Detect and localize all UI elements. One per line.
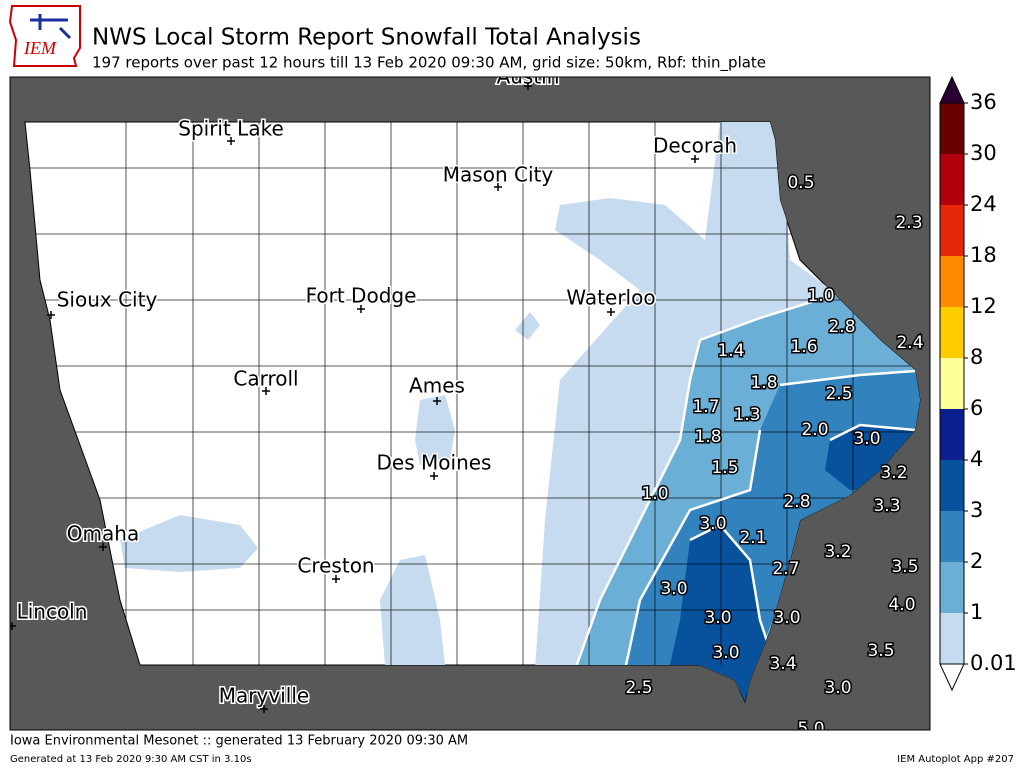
colorbar-frame xyxy=(939,103,965,664)
city-label: Omaha xyxy=(67,522,139,546)
report-value: 3.0 xyxy=(660,579,687,599)
report-value: 1.4 xyxy=(717,341,744,361)
colorbar-tick-label: 0.01 xyxy=(970,651,1017,675)
report-value: 2.0 xyxy=(801,420,828,440)
report-value: 1.8 xyxy=(694,427,721,447)
colorbar-segment xyxy=(940,154,964,205)
report-value: 2.1 xyxy=(739,528,766,548)
colorbar-tick-label: 30 xyxy=(970,141,997,165)
city-label: Creston xyxy=(297,554,374,578)
footer-left: Iowa Environmental Mesonet :: generated … xyxy=(10,734,468,749)
report-value: 4.0 xyxy=(888,595,915,615)
report-value: 2.4 xyxy=(896,333,923,353)
colorbar-segment xyxy=(940,613,964,664)
report-value: 3.4 xyxy=(769,654,796,674)
colorbar-segment xyxy=(940,358,964,409)
report-value: 5.0 xyxy=(797,719,824,739)
city-label: Carroll xyxy=(233,367,298,391)
report-value: 1.6 xyxy=(790,337,817,357)
city-label: Des Moines xyxy=(377,451,492,475)
logo: IEM xyxy=(8,5,81,67)
colorbar-segment xyxy=(940,409,964,460)
report-value: 1.0 xyxy=(641,484,668,504)
footer-bottom-left: Generated at 13 Feb 2020 9:30 AM CST in … xyxy=(10,754,252,765)
subtitle: 197 reports over past 12 hours till 13 F… xyxy=(92,54,766,73)
colorbar-segment xyxy=(940,205,964,256)
city-label: Mason City xyxy=(443,163,554,187)
report-value: 2.5 xyxy=(825,384,852,404)
map-frame xyxy=(9,76,931,731)
colorbar-segment xyxy=(940,562,964,613)
report-value: 3.0 xyxy=(853,429,880,449)
report-value: 2.7 xyxy=(772,559,799,579)
colorbar-tick-label: 36 xyxy=(970,90,997,114)
colorbar-tick-label: 24 xyxy=(970,192,997,216)
report-value: 1.5 xyxy=(711,458,738,478)
city-label: Sioux City xyxy=(57,288,158,312)
city-label: Fort Dodge xyxy=(306,284,417,308)
colorbar-segment xyxy=(940,307,964,358)
report-value: 3.0 xyxy=(704,608,731,628)
report-value: 3.0 xyxy=(824,678,851,698)
colorbar-tick-label: 2 xyxy=(970,549,983,573)
logo-text: IEM xyxy=(23,38,57,58)
city-label: Ames xyxy=(409,374,465,398)
colorbar-under xyxy=(939,663,965,692)
report-value: 3.3 xyxy=(873,496,900,516)
colorbar-tick-label: 4 xyxy=(970,447,983,471)
city-label: Decorah xyxy=(653,134,737,158)
report-value: 1.3 xyxy=(733,405,760,425)
report-value: 2.5 xyxy=(625,678,652,698)
colorbar-tick-label: 6 xyxy=(970,396,983,420)
colorbar-segment xyxy=(940,103,964,154)
footer-bottom-right: IEM Autoplot App #207 xyxy=(897,754,1014,765)
colorbar-tick-label: 12 xyxy=(970,294,997,318)
map: Austin Spirit Lake Decorah Mason City Si… xyxy=(10,77,930,739)
report-value: 3.0 xyxy=(699,514,726,534)
report-value: 3.0 xyxy=(773,608,800,628)
report-value: 1.8 xyxy=(750,373,777,393)
city-label: Maryville xyxy=(219,684,309,708)
reports: 0.5 2.3 1.0 2.8 2.4 1.4 1.6 1.8 2.5 1.7 … xyxy=(624,172,925,739)
colorbar-tick-label: 8 xyxy=(970,345,983,369)
report-value: 1.0 xyxy=(807,286,834,306)
cities: Austin Spirit Lake Decorah Mason City Si… xyxy=(10,77,739,713)
report-value: 3.5 xyxy=(867,641,894,661)
city-label: Waterloo xyxy=(566,286,655,310)
report-value: 2.3 xyxy=(895,213,922,233)
colorbar-tick-label: 1 xyxy=(970,600,983,624)
report-value: 3.2 xyxy=(824,542,851,562)
report-value: 3.0 xyxy=(712,643,739,663)
report-value: 0.5 xyxy=(787,173,814,193)
report-value: 3.2 xyxy=(880,463,907,483)
report-value: 2.8 xyxy=(828,317,855,337)
city-label: Lincoln xyxy=(17,600,88,624)
colorbar-segment xyxy=(940,256,964,307)
city-label: Spirit Lake xyxy=(178,117,284,141)
snow-shading xyxy=(25,122,920,702)
colorbar-over xyxy=(939,75,965,104)
colorbar-tick-label: 18 xyxy=(970,243,997,267)
report-value: 1.7 xyxy=(692,397,719,417)
colorbar-tick-label: 3 xyxy=(970,498,983,522)
report-value: 3.5 xyxy=(891,557,918,577)
colorbar-segment xyxy=(940,511,964,562)
report-value: 2.8 xyxy=(783,492,810,512)
colorbar-segment xyxy=(940,460,964,511)
title: NWS Local Storm Report Snowfall Total An… xyxy=(92,25,641,51)
